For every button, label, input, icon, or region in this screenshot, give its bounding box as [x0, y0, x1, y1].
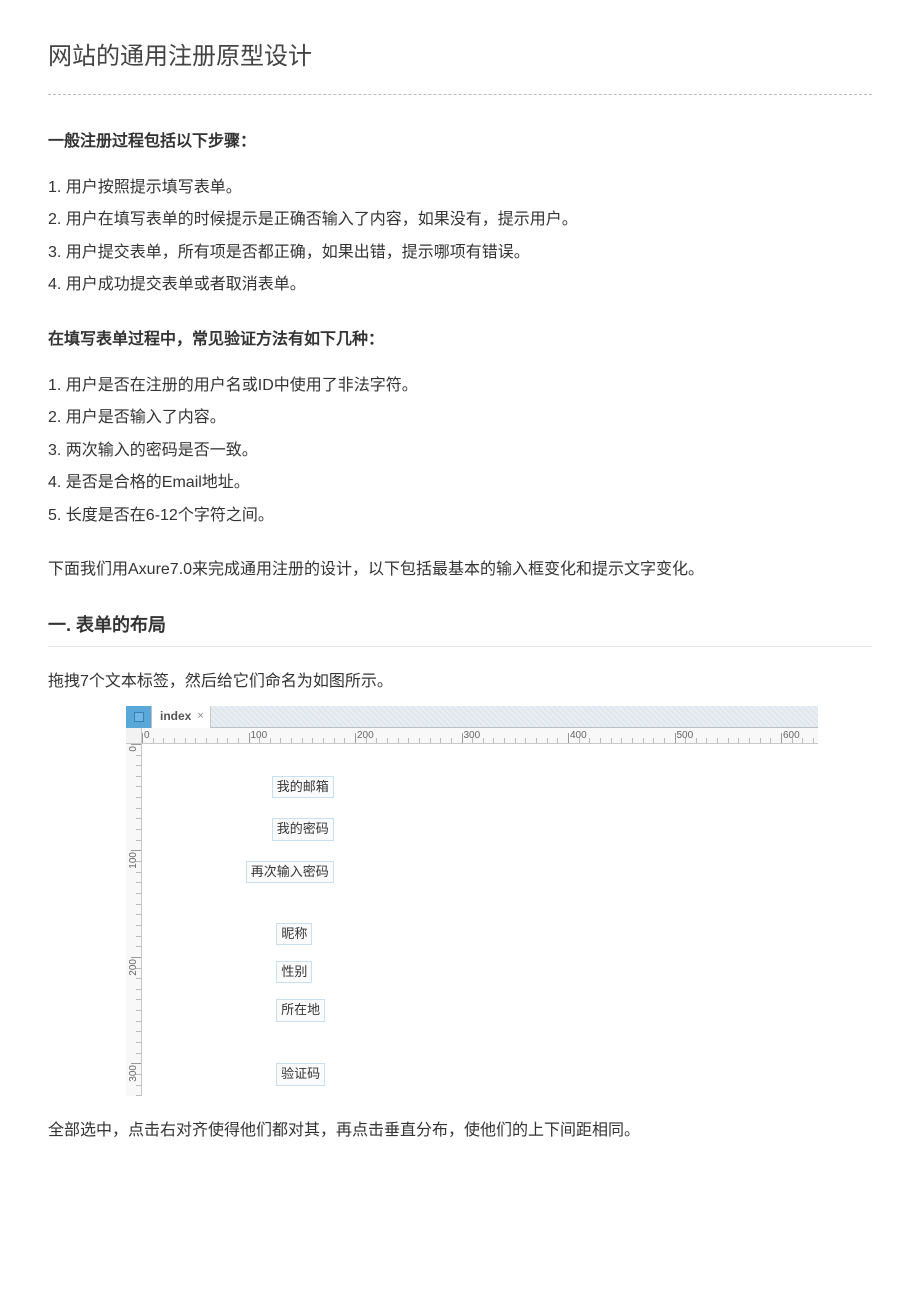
title-divider [48, 94, 872, 95]
form-label-widget: 再次输入密码 [246, 861, 334, 883]
footer-paragraph: 全部选中，点击右对齐使得他们都对其，再点击垂直分布，使他们的上下间距相同。 [48, 1120, 872, 1142]
axure-tabbar: index × [126, 706, 818, 728]
page-title: 网站的通用注册原型设计 [48, 40, 872, 74]
list-item: 4. 是否是合格的Email地址。 [48, 472, 872, 494]
form-label-widget: 我的邮箱 [272, 776, 334, 798]
form-label-widget: 我的密码 [272, 818, 334, 840]
axure-tab-index: index × [152, 706, 211, 728]
h2-divider [48, 646, 872, 647]
horizontal-ruler: 0100200300400500600 [142, 728, 818, 744]
list-item: 2. 用户是否输入了内容。 [48, 407, 872, 429]
axure-canvas-body: 我的邮箱我的密码再次输入密码昵称性别所在地验证码 [142, 744, 818, 1096]
ruler-number: 0 [127, 746, 141, 752]
form-label-widget: 性别 [276, 961, 312, 983]
vertical-ruler: 0100200300 [126, 744, 142, 1096]
form-label-widget: 昵称 [276, 923, 312, 945]
intro-paragraph: 下面我们用Axure7.0来完成通用注册的设计，以下包括最基本的输入框变化和提示… [48, 559, 872, 581]
ruler-corner [126, 728, 142, 744]
list-item: 4. 用户成功提交表单或者取消表单。 [48, 274, 872, 296]
ruler-number: 0 [144, 729, 150, 743]
axure-ruler-area: 0100200300400500600 0100200300 我的邮箱我的密码再… [126, 728, 818, 1096]
axure-canvas-screenshot: index × 0100200300400500600 0100200300 我… [126, 706, 818, 1096]
section-h2-1: 一. 表单的布局 [48, 613, 872, 638]
section1-list: 1. 用户按照提示填写表单。 2. 用户在填写表单的时候提示是正确否输入了内容，如… [48, 177, 872, 297]
axure-tab-label: index [160, 708, 191, 725]
form-label-widget: 所在地 [276, 999, 325, 1021]
axure-app-icon [126, 706, 152, 728]
p-after-h2: 拖拽7个文本标签，然后给它们命名为如图所示。 [48, 671, 872, 693]
list-item: 3. 两次输入的密码是否一致。 [48, 440, 872, 462]
list-item: 5. 长度是否在6-12个字符之间。 [48, 505, 872, 527]
section1-heading: 一般注册过程包括以下步骤： [48, 131, 872, 153]
section2-heading: 在填写表单过程中，常见验证方法有如下几种： [48, 329, 872, 351]
list-item: 1. 用户是否在注册的用户名或ID中使用了非法字符。 [48, 375, 872, 397]
list-item: 2. 用户在填写表单的时候提示是正确否输入了内容，如果没有，提示用户。 [48, 209, 872, 231]
close-icon: × [197, 709, 203, 724]
form-label-widget: 验证码 [276, 1063, 325, 1085]
section2-list: 1. 用户是否在注册的用户名或ID中使用了非法字符。 2. 用户是否输入了内容。 3… [48, 375, 872, 527]
list-item: 1. 用户按照提示填写表单。 [48, 177, 872, 199]
list-item: 3. 用户提交表单，所有项是否都正确，如果出错，提示哪项有错误。 [48, 242, 872, 264]
